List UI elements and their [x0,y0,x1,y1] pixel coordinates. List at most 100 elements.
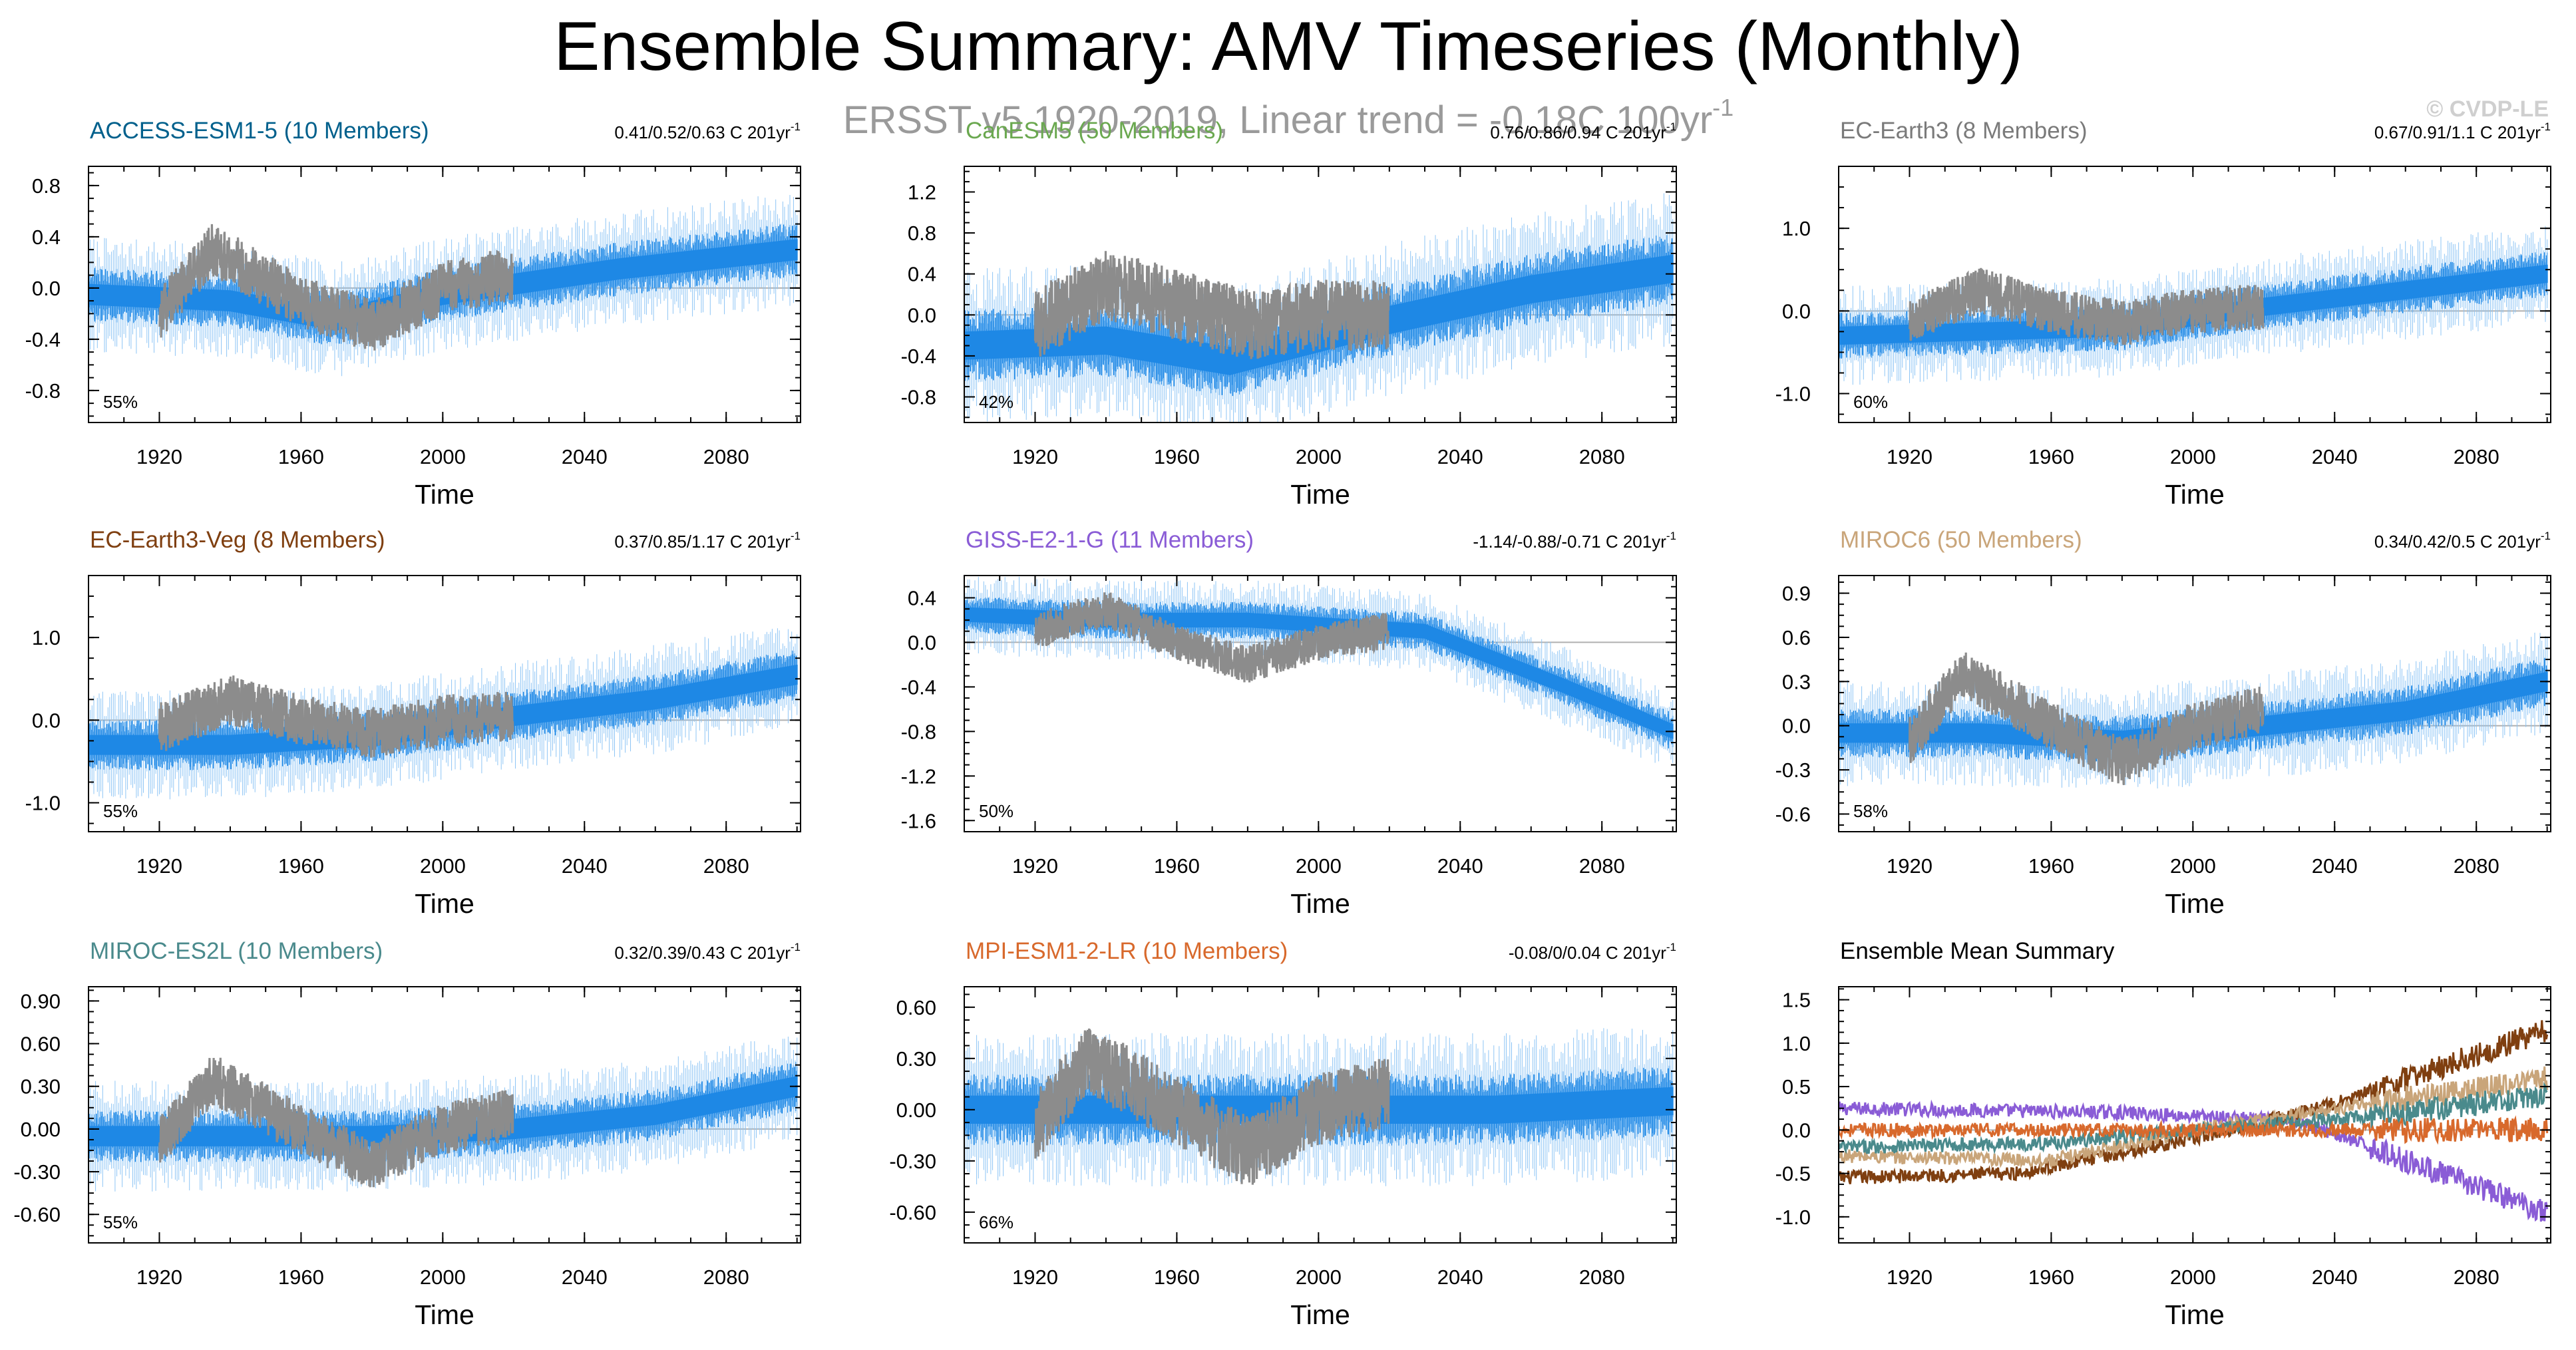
y-tick-label: 1.2 [908,181,936,204]
panel-7: 1920 1960 2000 2040 2080 -0.60 -0.30 0.00 0.30 0.… [889,938,1677,1330]
y-tick-label: 0.0 [32,709,61,732]
x-tick-label: 2040 [1437,854,1483,878]
x-tick-label: 2000 [1296,854,1342,878]
panel-title: CanESM5 (50 Members) [966,118,1223,144]
x-tick-label: 2080 [2454,854,2499,878]
trend-superscript: -1 [1666,530,1676,542]
y-tick-label: 0.0 [908,303,936,327]
panel-title: GISS-E2-1-G (11 Members) [966,527,1254,553]
plot-frame [88,575,801,832]
x-tick-label: 1960 [278,1266,324,1289]
y-tick-label: -0.30 [889,1150,936,1173]
y-tick-label: -0.60 [889,1201,936,1224]
x-tick-label: 2080 [1579,854,1625,878]
percent-label: 55% [103,392,138,412]
y-tick-label: 1.5 [1782,989,1811,1012]
x-axis-label: Time [415,1299,474,1330]
trend-text: 0.67/0.91/1.1 C 201yr [2374,122,2541,142]
percent-label: 55% [103,1212,138,1232]
y-tick-label: 0.00 [896,1098,936,1122]
y-tick-label: 0.0 [32,277,61,300]
trend-text: -1.14/-0.88/-0.71 C 201yr [1473,532,1666,552]
x-tick-label: 2040 [2312,445,2358,468]
x-tick-label: 2080 [703,445,749,468]
trend-label: 0.67/0.91/1.1 C 201yr-1 [2374,120,2551,142]
percent-label: 66% [979,1212,1013,1232]
panel-title: Ensemble Mean Summary [1840,938,2115,964]
x-tick-label: 2040 [562,854,608,878]
x-tick-label: 1920 [1887,854,1932,878]
x-axis-label: Time [415,479,474,510]
plot-frame [88,986,801,1244]
x-tick-label: 1920 [136,1266,182,1289]
x-tick-label: 2040 [1437,445,1483,468]
trend-superscript: -1 [2541,120,2551,133]
summary-line-mpi-esm1-2-lr [1839,1115,2549,1145]
trend-text: -0.08/0/0.04 C 201yr [1509,943,1666,963]
plot-frame [1838,986,2551,1244]
x-tick-label: 1960 [278,854,324,878]
trend-superscript: -1 [1666,120,1676,133]
y-tick-label: -0.3 [1775,759,1811,782]
x-tick-label: 1960 [1154,1266,1200,1289]
obs-series [1908,267,2265,345]
panel-3: 1920 1960 2000 2040 2080 -1.0 0.0 1.0 EC-Earth3-… [25,527,801,919]
x-tick-label: 2000 [420,1266,466,1289]
y-tick-label: 0.8 [908,222,936,245]
x-tick-label: 2080 [2454,445,2499,468]
panel-title: EC-Earth3-Veg (8 Members) [90,527,385,553]
trend-label: 0.37/0.85/1.17 C 201yr-1 [614,530,801,552]
y-tick-label: 0.3 [1782,670,1811,693]
x-tick-label: 1920 [1887,445,1932,468]
obs-series [158,1057,514,1188]
percent-label: 60% [1853,392,1888,412]
x-axis-label: Time [2165,479,2225,510]
trend-superscript: -1 [791,530,801,542]
trend-superscript: -1 [791,120,801,133]
plot-area [1839,632,2551,788]
y-tick-label: -0.4 [25,328,61,351]
y-tick-label: 0.9 [1782,582,1811,605]
obs-series [1033,251,1390,359]
y-tick-label: -0.4 [901,345,936,368]
panel-title: MPI-ESM1-2-LR (10 Members) [966,938,1288,964]
x-tick-label: 1960 [278,445,324,468]
x-tick-label: 2000 [2170,854,2216,878]
y-tick-label: 0.30 [21,1075,61,1098]
panel-4: 1920 1960 2000 2040 2080 -1.6 -1.2 -0.8 -0.4 0.0 0… [901,527,1677,919]
panel-6: 1920 1960 2000 2040 2080 -0.60 -0.30 0.00 0.30 0.… [13,938,801,1330]
obs-series [1908,652,2265,786]
y-tick-label: 0.0 [1782,299,1811,323]
panel-title: ACCESS-ESM1-5 (10 Members) [90,118,429,144]
percent-label: 55% [103,801,138,821]
plot-frame [88,166,801,423]
figure-title: Ensemble Summary: AMV Timeseries (Monthl… [554,8,2023,85]
trend-text: 0.41/0.52/0.63 C 201yr [614,122,791,142]
trend-label: -1.14/-0.88/-0.71 C 201yr-1 [1473,530,1676,552]
plot-area [89,628,801,800]
x-axis-label: Time [1290,888,1350,919]
trend-text: 0.32/0.39/0.43 C 201yr [614,943,791,963]
x-tick-label: 2000 [1296,1266,1342,1289]
x-tick-label: 1920 [136,445,182,468]
plot-area [89,1037,801,1192]
x-tick-label: 2080 [1579,445,1625,468]
x-tick-label: 2000 [420,854,466,878]
x-tick-label: 1920 [1012,445,1058,468]
plot-area [964,193,1676,422]
x-tick-label: 2080 [703,1266,749,1289]
panel-5: 1920 1960 2000 2040 2080 -0.6 -0.3 0.0 0.3 0.6 0.9… [1775,527,2551,919]
y-tick-label: 0.4 [908,586,936,609]
panel-title: MIROC-ES2L (10 Members) [90,938,383,964]
panel-2: 1920 1960 2000 2040 2080 -1.0 0.0 1.0 EC-Earth3 … [1775,118,2551,510]
y-tick-label: 0.0 [1782,1118,1811,1142]
y-tick-label: -1.0 [25,792,61,815]
x-tick-label: 2040 [2312,1266,2358,1289]
x-tick-label: 2080 [703,854,749,878]
x-tick-label: 2040 [2312,854,2358,878]
subtitle-superscript: -1 [1712,94,1734,121]
panel-1: 1920 1960 2000 2040 2080 -0.8 -0.4 0.0 0.4 0.8 1.2… [901,118,1677,510]
panel-title: MIROC6 (50 Members) [1840,527,2082,553]
y-tick-label: 0.90 [21,989,61,1013]
panel-grid: 1920 1960 2000 2040 2080 -0.8 -0.4 0.0 0.4 0.8 ACC… [13,118,2551,1330]
